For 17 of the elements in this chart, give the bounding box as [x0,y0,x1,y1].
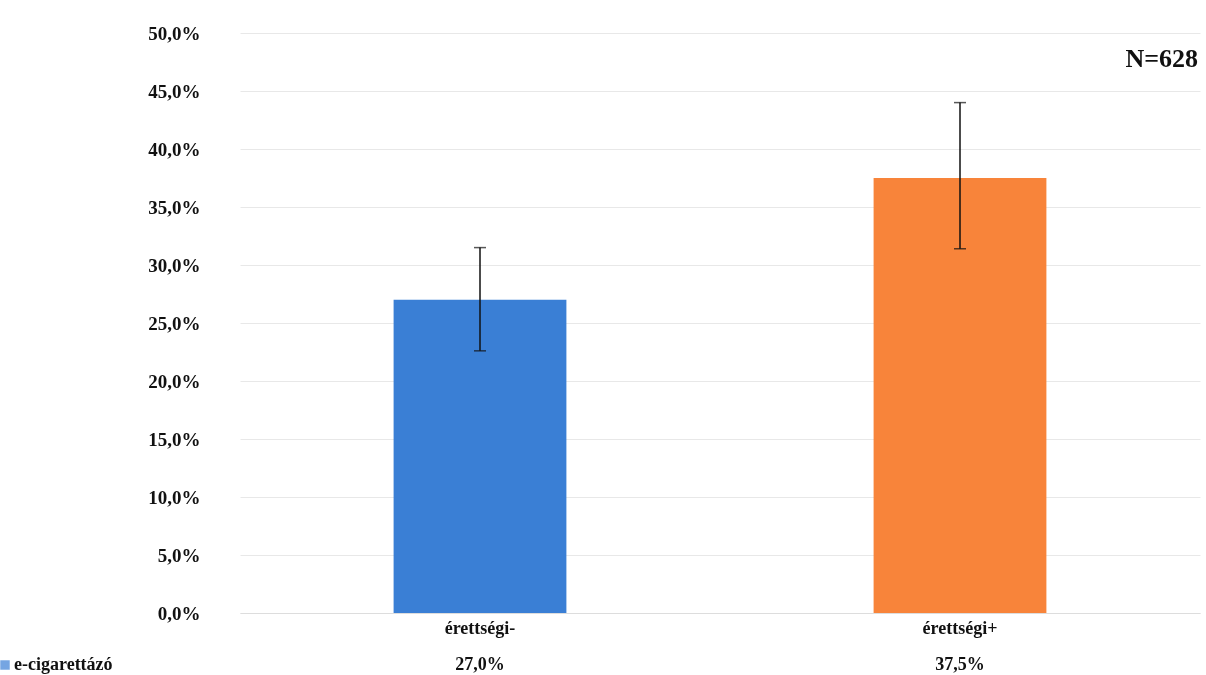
y-tick-label: 20,0% [148,370,201,392]
y-tick-label: 50,0% [148,22,201,44]
data-label: 27,0% [455,654,505,674]
y-tick-label: 25,0% [148,312,201,334]
y-tick-label: 5,0% [157,544,201,566]
y-tick-label: 35,0% [148,196,201,218]
annotation: N=628 [1125,44,1198,73]
y-tick-label: 15,0% [148,428,201,450]
legend-label: e-cigarettázó [14,654,113,674]
y-tick-label: 0,0% [157,602,201,624]
data-label: 37,5% [935,654,985,674]
x-tick-label: érettségi+ [922,617,998,638]
y-tick-label: 30,0% [148,254,201,276]
y-tick-label: 40,0% [148,138,201,160]
y-tick-label: 10,0% [148,486,201,508]
y-tick-label: 45,0% [148,80,201,102]
x-tick-label: érettségi- [444,617,516,638]
